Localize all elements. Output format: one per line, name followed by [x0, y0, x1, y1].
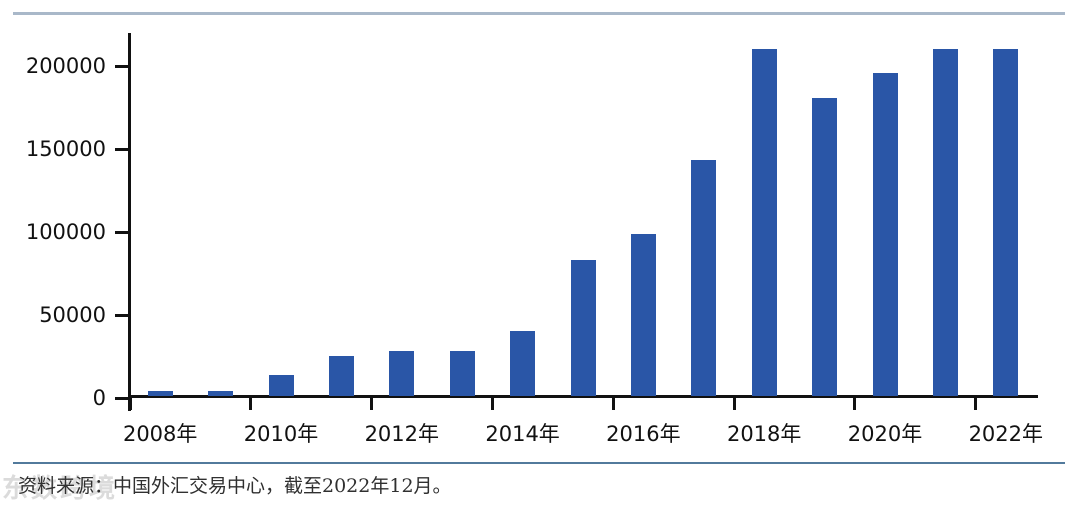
y-tick-label: 150000	[25, 137, 106, 161]
bar-2013	[449, 350, 475, 396]
x-tick-label: 2016年	[606, 422, 681, 446]
y-axis-tick	[115, 147, 129, 151]
x-axis-tick	[370, 398, 374, 410]
bar-2012	[389, 350, 415, 396]
y-axis-tick	[115, 230, 129, 234]
x-tick-label: 2020年	[847, 422, 923, 446]
x-tick-label: 2018年	[726, 422, 802, 446]
bar-2017	[691, 159, 717, 396]
x-axis-tick	[611, 398, 615, 410]
bottom-divider-line	[13, 462, 1065, 464]
bar-2021	[932, 48, 958, 396]
bar-2020	[872, 73, 898, 396]
bar-chart: 0 50000 100000 150000 200000 2008年 2010年 2012年 2…	[25, 33, 1044, 446]
x-tick-label: 2010年	[243, 422, 319, 446]
source-note: 资料来源：中国外汇交易中心，截至2022年12月。	[18, 475, 452, 497]
bar-2022	[993, 48, 1019, 396]
bar-2010	[268, 374, 294, 396]
x-tick-label: 2008年	[122, 422, 198, 446]
x-axis-tick	[128, 398, 132, 410]
bar-2016	[630, 234, 656, 396]
y-axis-tick	[115, 313, 129, 317]
bar-2018	[751, 48, 777, 396]
top-divider-line	[13, 12, 1065, 15]
bar-2009	[208, 390, 234, 396]
x-axis-tick	[853, 398, 857, 410]
bar-2008	[147, 390, 173, 396]
x-axis-tick	[249, 398, 253, 410]
x-axis-tick	[490, 398, 494, 410]
x-tick-label: 2014年	[485, 422, 560, 446]
y-axis-line	[128, 33, 131, 411]
y-tick-label: 0	[92, 386, 106, 410]
bar-2015	[570, 260, 596, 396]
bar-2014	[510, 330, 536, 396]
x-tick-label: 2012年	[364, 422, 440, 446]
y-tick-label: 100000	[25, 220, 106, 244]
y-axis-tick	[115, 396, 129, 400]
x-axis-tick	[732, 398, 736, 410]
bar-2019	[812, 97, 838, 396]
y-axis-tick	[115, 64, 129, 68]
y-tick-label: 50000	[39, 303, 106, 327]
y-tick-label: 200000	[25, 54, 106, 78]
bar-2011	[328, 355, 354, 396]
x-tick-label: 2022年	[968, 422, 1044, 446]
x-axis-tick	[974, 398, 978, 410]
x-axis-line	[128, 395, 1038, 398]
